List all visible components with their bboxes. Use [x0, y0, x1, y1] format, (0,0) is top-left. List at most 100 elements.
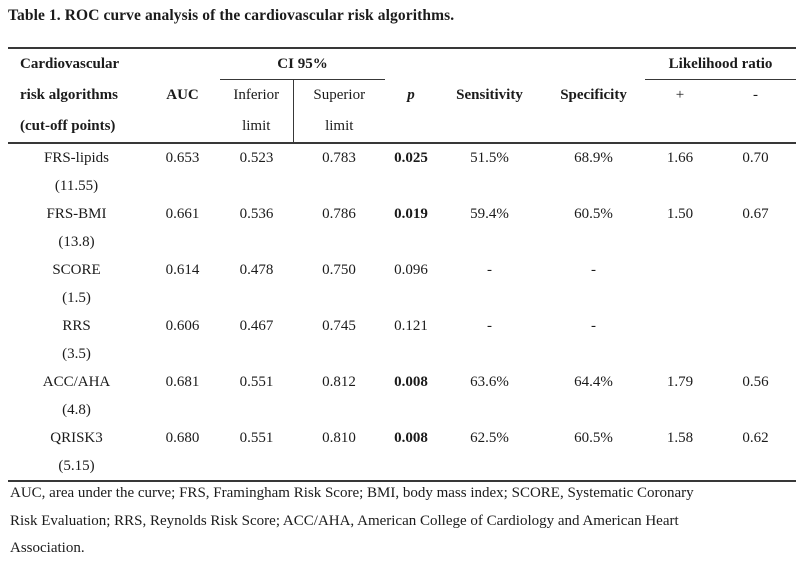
cell-lr-plus: 1.66: [666, 150, 694, 166]
cell-p-value: 0.121: [394, 318, 428, 334]
footnote-line3: Association.: [10, 540, 85, 556]
cell-ci-superior: 0.750: [322, 262, 356, 278]
cell-ci-superior: 0.812: [322, 374, 356, 390]
cell-p-value: 0.025: [394, 150, 428, 166]
cell-p-value: 0.008: [385, 424, 438, 482]
cell-lr-minus: 0.67: [742, 206, 769, 222]
table-body: FRS-lipids (11.55) 0.653 0.523 0.783 0.0…: [8, 143, 797, 482]
roc-analysis-table: Cardiovascular risk algorithms (cut-off …: [8, 47, 797, 482]
footnote-line2: Risk Evaluation; RRS, Reynolds Risk Scor…: [10, 512, 679, 529]
cell-ci-superior: 0.786: [322, 206, 356, 222]
table-footnote: AUC, area under the curve; FRS, Framingh…: [10, 480, 794, 563]
cell-sensitivity: 62.5%: [437, 424, 543, 482]
table-row: QRISK3 (5.15) 0.680 0.551 0.810 0.008 62…: [8, 424, 797, 482]
cell-lr-plus: [645, 256, 715, 312]
table-row: SCORE (1.5) 0.614 0.478 0.750 0.096 - -: [8, 256, 796, 312]
cell-sensitivity: -: [487, 262, 493, 278]
cell-specificity: 60.5%: [574, 206, 613, 222]
cell-ci-superior: 0.783: [322, 150, 356, 166]
cell-ci-inferior: 0.467: [239, 318, 274, 334]
algorithm-name: QRISK3: [50, 430, 103, 446]
cell-lr-minus: [715, 312, 796, 368]
cell-p-value: 0.019: [394, 206, 428, 222]
algorithm-name: RRS: [62, 318, 91, 334]
algorithm-cutoff: (4.8): [62, 402, 91, 418]
algorithm-cutoff: (3.5): [62, 346, 91, 362]
header-row-3: limit limit: [8, 111, 797, 144]
cell-lr-minus: [715, 256, 796, 312]
header-lr-plus-spacer: [645, 111, 716, 144]
algorithm-name: FRS-BMI: [46, 206, 107, 222]
cell-ci-inferior: 0.536: [239, 206, 274, 222]
algorithm-cutoff: (11.55): [54, 178, 99, 194]
cell-sensitivity: 63.6%: [470, 374, 509, 390]
header-superior: Superior: [313, 87, 366, 104]
cell-ci-superior: 0.745: [322, 318, 356, 334]
cell-sensitivity: 59.4%: [470, 206, 509, 222]
algorithm-name: ACC/AHA: [42, 374, 111, 390]
header-row-1: Cardiovascular risk algorithms (cut-off …: [8, 48, 797, 144]
cell-auc: 0.614: [165, 262, 200, 278]
cell-algorithm: FRS-BMI (13.8): [8, 200, 145, 256]
cell-sensitivity: 51.5%: [470, 150, 509, 166]
table-header: Cardiovascular risk algorithms (cut-off …: [8, 48, 797, 144]
algorithm-cutoff: (13.8): [58, 234, 95, 250]
cell-p-value: 0.096: [394, 262, 428, 278]
cell-specificity: -: [591, 262, 597, 278]
header-algorithm-line1: Cardiovascular: [20, 56, 120, 72]
cell-algorithm: SCORE (1.5): [8, 256, 145, 312]
algorithm-cutoff: (1.5): [62, 290, 91, 306]
header-ci95-group: CI 95%: [220, 48, 386, 81]
table-row: RRS (3.5) 0.606 0.467 0.745 0.121 - -: [8, 312, 796, 368]
header-superior-limit: limit: [293, 111, 386, 144]
header-auc: AUC: [145, 48, 220, 144]
cell-lr-plus: 1.79: [666, 374, 694, 390]
cell-auc: 0.653: [165, 150, 200, 166]
cell-ci-inferior: 0.478: [239, 262, 274, 278]
header-inferior-limit: limit: [220, 111, 294, 144]
cell-specificity: 68.9%: [574, 150, 613, 166]
cell-ci-inferior: 0.551: [220, 424, 293, 482]
cell-lr-minus: 0.56: [742, 374, 769, 390]
header-lr-minus-spacer: [715, 111, 797, 144]
cell-specificity: 64.4%: [574, 374, 613, 390]
header-specificity: Specificity: [542, 48, 646, 144]
header-row-2: Inferior Superior + -: [8, 79, 796, 112]
cell-ci-superior: 0.810: [293, 424, 386, 482]
cell-algorithm: FRS-lipids (11.55): [8, 143, 145, 200]
cell-algorithm: RRS (3.5): [8, 312, 145, 368]
table-row: ACC/AHA (4.8) 0.681 0.551 0.812 0.008 63…: [8, 368, 796, 424]
cell-specificity: 60.5%: [542, 424, 646, 482]
header-lr-minus: -: [753, 87, 759, 104]
cell-lr-plus: [645, 312, 715, 368]
algorithm-name: FRS-lipids: [43, 150, 110, 166]
header-algorithm-line2: risk algorithms: [20, 87, 118, 103]
header-algorithm-column: Cardiovascular risk algorithms (cut-off …: [8, 48, 145, 144]
table-row: FRS-BMI (13.8) 0.661 0.536 0.786 0.019 5…: [8, 200, 796, 256]
cell-specificity: -: [591, 318, 597, 334]
footnote-line1: AUC, area under the curve; FRS, Framingh…: [10, 485, 694, 501]
cell-lr-plus: 1.58: [645, 424, 716, 482]
cell-sensitivity: -: [487, 318, 493, 334]
algorithm-name: SCORE: [52, 262, 101, 278]
cell-algorithm: QRISK3 (5.15): [8, 424, 145, 482]
cell-algorithm: ACC/AHA (4.8): [8, 368, 145, 424]
cell-ci-inferior: 0.523: [239, 150, 274, 166]
header-inferior: Inferior: [220, 79, 294, 112]
header-p-value: p: [385, 48, 438, 144]
table-caption: Table 1. ROC curve analysis of the cardi…: [8, 7, 455, 24]
header-likelihood-ratio-group: Likelihood ratio: [645, 48, 797, 81]
cell-lr-plus: 1.50: [666, 206, 694, 222]
cell-lr-minus: 0.70: [742, 150, 769, 166]
cell-ci-inferior: 0.551: [239, 374, 274, 390]
algorithm-cutoff: (5.15): [58, 458, 95, 474]
header-sensitivity: Sensitivity: [437, 48, 543, 144]
header-lr-plus: +: [675, 87, 685, 104]
cell-auc: 0.661: [165, 206, 200, 222]
table-row: FRS-lipids (11.55) 0.653 0.523 0.783 0.0…: [8, 143, 796, 200]
cell-auc: 0.681: [165, 374, 200, 390]
cell-auc: 0.680: [145, 424, 220, 482]
cell-p-value: 0.008: [394, 374, 428, 390]
header-algorithm-line3: (cut-off points): [20, 118, 116, 134]
cell-lr-minus: 0.62: [715, 424, 797, 482]
